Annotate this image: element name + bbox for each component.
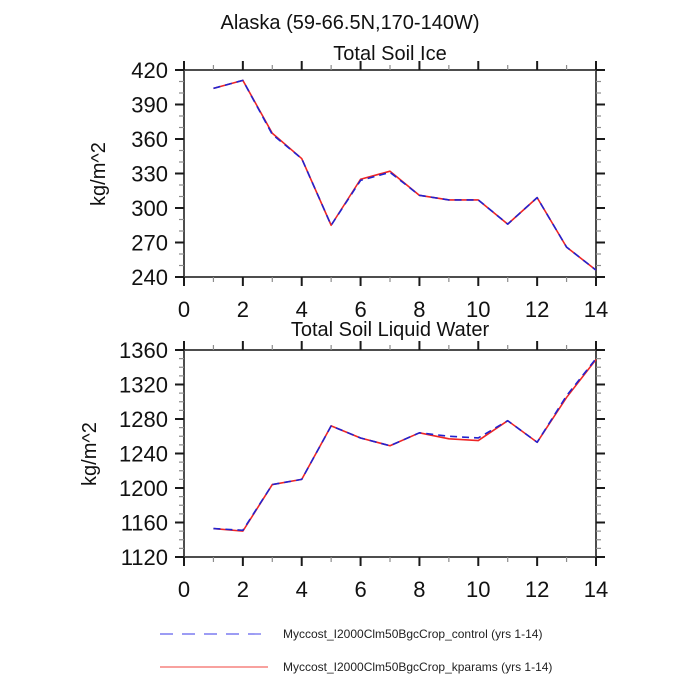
figure-title: Alaska (59-66.5N,170-140W)	[220, 12, 480, 34]
y-tick-label: 1360	[119, 338, 168, 363]
x-tick-label: 8	[413, 577, 425, 602]
y-tick-label: 330	[131, 162, 168, 187]
plot-frame	[183, 69, 597, 278]
x-tick-label: 12	[525, 577, 549, 602]
panel-title-soil-liquid-water: Total Soil Liquid Water	[290, 319, 490, 341]
x-tick-label: 14	[584, 297, 608, 322]
x-tick-label: 0	[178, 297, 190, 322]
x-tick-label: 6	[354, 577, 366, 602]
x-tick-label: 0	[178, 577, 190, 602]
legend-entry-kparams: Myccost_I2000Clm50BgcCrop_kparams (yrs 1…	[158, 659, 552, 675]
x-tick-label: 2	[237, 297, 249, 322]
y-tick-label: 420	[131, 58, 168, 83]
panel-title-soil-ice: Total Soil Ice	[333, 43, 447, 65]
y-tick-label: 1320	[119, 373, 168, 398]
y-tick-label: 1120	[121, 545, 168, 570]
y-tick-label: 1200	[119, 476, 168, 501]
x-tick-label: 10	[466, 577, 490, 602]
y-tick-label: 240	[131, 265, 168, 290]
series-line-control	[213, 358, 597, 532]
legend-solid-line-sample	[160, 666, 268, 668]
series-line-control	[213, 79, 597, 271]
y-tick-label: 1280	[119, 407, 168, 432]
legend-control-label: Myccost_I2000Clm50BgcCrop_control (yrs 1…	[283, 627, 543, 641]
x-tick-label: 12	[525, 297, 549, 322]
x-tick-label: 10	[466, 297, 490, 322]
x-tick-label: 4	[296, 297, 308, 322]
y-tick-label: 360	[131, 127, 168, 152]
legend-entry-control: Myccost_I2000Clm50BgcCrop_control (yrs 1…	[158, 626, 542, 642]
legend-dashed-line-sample	[160, 633, 268, 635]
y-tick-label: 270	[131, 231, 168, 256]
y-tick-label: 1160	[121, 511, 168, 536]
x-tick-label: 2	[237, 577, 249, 602]
y-tick-label: 1240	[119, 442, 168, 467]
x-tick-label: 14	[584, 577, 608, 602]
x-tick-label: 8	[413, 297, 425, 322]
x-tick-label: 6	[354, 297, 366, 322]
y-tick-label: 390	[131, 93, 168, 118]
y-tick-label: 300	[131, 196, 168, 221]
series-line-kparams	[213, 358, 597, 532]
x-tick-label: 4	[296, 577, 308, 602]
series-line-kparams	[213, 79, 597, 271]
legend-kparams-label: Myccost_I2000Clm50BgcCrop_kparams (yrs 1…	[283, 660, 553, 674]
